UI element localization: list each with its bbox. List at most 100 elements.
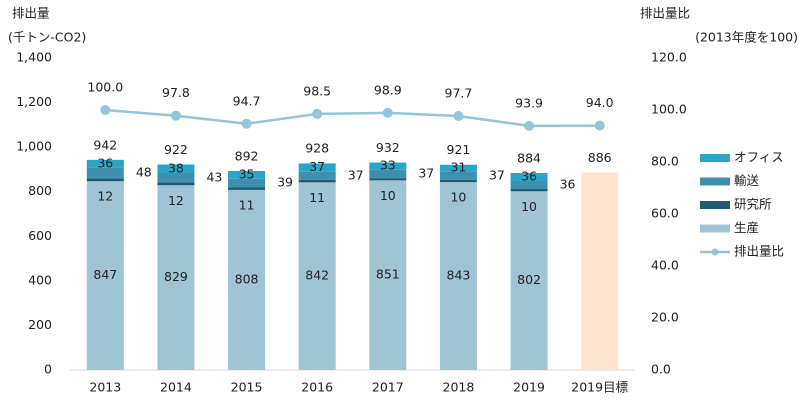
data-label: 10 [380, 188, 396, 203]
legend-label: オフィス [734, 150, 784, 165]
data-label: 37 [489, 167, 505, 182]
data-label: 842 [305, 268, 329, 283]
data-label: 48 [136, 165, 152, 180]
x-tick-label: 2015 [231, 380, 263, 395]
bar-segment [157, 164, 195, 173]
line-marker [382, 107, 393, 118]
data-label: 829 [164, 269, 188, 284]
data-label: 847 [93, 267, 117, 282]
y-tick-label: 1,000 [16, 139, 52, 154]
bar-segment [510, 189, 548, 192]
data-label: 11 [309, 190, 325, 205]
bar-segment [510, 172, 548, 182]
bar-segment [157, 182, 195, 186]
line-label: 94.0 [586, 95, 614, 110]
legend-swatch [700, 224, 730, 233]
data-label: 10 [521, 199, 537, 214]
bar-segment [86, 159, 124, 168]
bar-segment [369, 178, 407, 181]
legend-marker [711, 248, 719, 256]
line-marker [524, 120, 535, 131]
total-label: 922 [164, 142, 188, 157]
line-marker [453, 110, 464, 121]
y2-tick-label: 60.0 [651, 206, 679, 221]
data-label: 36 [97, 155, 113, 170]
total-label: 884 [517, 150, 541, 165]
bar-segment [510, 181, 548, 190]
data-label: 35 [239, 166, 255, 181]
data-label: 37 [418, 165, 434, 180]
target-bar [581, 172, 619, 370]
bar-segment [157, 172, 195, 183]
y2-axis-title: 排出量比 [640, 6, 690, 21]
y2-tick-label: 100.0 [651, 102, 687, 117]
y-tick-label: 800 [28, 183, 52, 198]
x-tick-label: 2019目標 [571, 380, 628, 395]
bar-segment [86, 181, 124, 370]
bar-segment [228, 170, 266, 179]
line-label: 98.9 [374, 82, 402, 97]
bar-segment [157, 185, 195, 370]
y-tick-label: 0 [44, 362, 52, 377]
bar-segment [510, 191, 548, 370]
data-label: 12 [97, 189, 113, 204]
y2-axis-unit: (2013年度を100) [695, 30, 798, 45]
data-label: 12 [168, 193, 184, 208]
x-tick-label: 2019 [513, 380, 545, 395]
bar-segment [228, 178, 266, 188]
legend-label: 輸送 [734, 173, 760, 188]
bar-segment [369, 180, 407, 370]
y-tick-label: 600 [28, 228, 52, 243]
bar-segment [298, 182, 336, 370]
bar-segment [86, 178, 124, 182]
bar-segment [228, 189, 266, 370]
bar-segment [298, 171, 336, 180]
total-label: 932 [376, 140, 400, 155]
line-marker [241, 118, 252, 129]
line-label: 100.0 [87, 80, 123, 95]
line-marker [170, 110, 181, 121]
data-label: 43 [206, 169, 222, 184]
total-label: 921 [447, 142, 471, 157]
total-label: 886 [588, 150, 612, 165]
line-marker [100, 105, 111, 115]
bar-segment [439, 164, 477, 172]
line-label: 93.9 [515, 95, 543, 110]
bar-segment [369, 169, 407, 179]
data-label: 31 [450, 160, 466, 175]
y-axis-title: 排出量 [12, 6, 50, 21]
legend-label: 研究所 [734, 197, 772, 212]
y-tick-label: 1,200 [16, 94, 52, 109]
data-label: 11 [239, 197, 255, 212]
line-marker [594, 120, 605, 131]
x-tick-label: 2016 [301, 380, 333, 395]
data-label: 843 [447, 268, 471, 283]
legend-swatch [700, 201, 730, 209]
data-label: 802 [517, 272, 541, 287]
bar-segment [298, 179, 336, 183]
x-tick-label: 2017 [372, 380, 404, 395]
bar-segment [228, 187, 266, 190]
y2-tick-label: 40.0 [651, 258, 679, 273]
y2-tick-label: 0.0 [651, 362, 671, 377]
y2-tick-label: 20.0 [651, 310, 679, 325]
total-label: 928 [305, 141, 329, 156]
bar-segment [86, 167, 124, 179]
x-tick-label: 2013 [89, 380, 121, 395]
y2-tick-label: 120.0 [651, 50, 687, 65]
line-label: 97.8 [162, 85, 190, 100]
data-label: 39 [277, 175, 293, 190]
legend-swatch [700, 154, 730, 162]
total-label: 942 [93, 138, 117, 153]
y2-tick-label: 80.0 [651, 154, 679, 169]
line-label: 97.7 [445, 85, 473, 100]
total-label: 892 [235, 149, 259, 164]
line-label: 94.7 [233, 93, 261, 108]
y-tick-label: 400 [28, 272, 52, 287]
bar-segment [439, 179, 477, 183]
data-label: 36 [521, 169, 537, 184]
line-label: 98.5 [303, 83, 331, 98]
x-tick-label: 2014 [160, 380, 192, 395]
